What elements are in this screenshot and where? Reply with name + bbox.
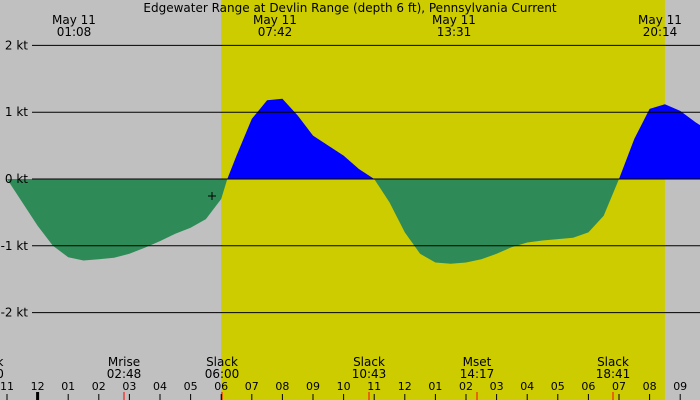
y-tick-label: -2 kt — [1, 306, 29, 320]
hour-label: 02 — [459, 380, 473, 393]
chart-title: Edgewater Range at Devlin Range (depth 6… — [143, 1, 557, 15]
event-label: Slack — [206, 355, 238, 369]
event-label: Slack — [353, 355, 385, 369]
hour-label: 04 — [520, 380, 534, 393]
y-tick-label: 0 kt — [5, 172, 28, 186]
top-date-label: May 11 — [432, 13, 476, 27]
hour-label: 09 — [306, 380, 320, 393]
event-label: Mrise — [108, 355, 140, 369]
hour-label: 04 — [153, 380, 167, 393]
hour-label: 10 — [337, 380, 351, 393]
hour-label: 09 — [673, 380, 687, 393]
ebb-current-area — [7, 179, 700, 264]
hour-label: 12 — [398, 380, 412, 393]
event-time-label: 14:17 — [460, 367, 495, 381]
hour-label: 07 — [245, 380, 259, 393]
hour-label: 05 — [551, 380, 565, 393]
event-label: Slack — [597, 355, 629, 369]
top-date-label: May 11 — [52, 13, 96, 27]
top-time-label: 07:42 — [258, 25, 293, 39]
hour-label: 02 — [92, 380, 106, 393]
hour-label: 08 — [275, 380, 289, 393]
hour-label: 03 — [490, 380, 504, 393]
flood-current-area — [7, 98, 700, 179]
hour-label: 07 — [612, 380, 626, 393]
top-date-label: May 11 — [638, 13, 682, 27]
top-time-label: 20:14 — [643, 25, 678, 39]
event-time-label: 10:43 — [352, 367, 387, 381]
event-time-label: 0 — [0, 367, 4, 381]
y-tick-label: 1 kt — [5, 105, 28, 119]
event-time-label: 18:41 — [596, 367, 631, 381]
event-label: k — [0, 355, 4, 369]
hour-label: 06 — [581, 380, 595, 393]
hour-label: 11 — [0, 380, 14, 393]
hour-label: 08 — [643, 380, 657, 393]
top-time-label: 13:31 — [437, 25, 472, 39]
hour-label: 12 — [31, 380, 45, 393]
hour-label: 05 — [184, 380, 198, 393]
hour-label: 01 — [61, 380, 75, 393]
hour-label: 03 — [122, 380, 136, 393]
event-time-label: 02:48 — [107, 367, 142, 381]
hour-label: 11 — [367, 380, 381, 393]
top-time-label: 01:08 — [57, 25, 92, 39]
hour-label: 01 — [428, 380, 442, 393]
top-date-label: May 11 — [253, 13, 297, 27]
event-label: Mset — [463, 355, 492, 369]
y-tick-label: 2 kt — [5, 38, 28, 52]
y-tick-label: -1 kt — [1, 239, 29, 253]
hour-label: 06 — [214, 380, 228, 393]
event-time-label: 06:00 — [205, 367, 240, 381]
